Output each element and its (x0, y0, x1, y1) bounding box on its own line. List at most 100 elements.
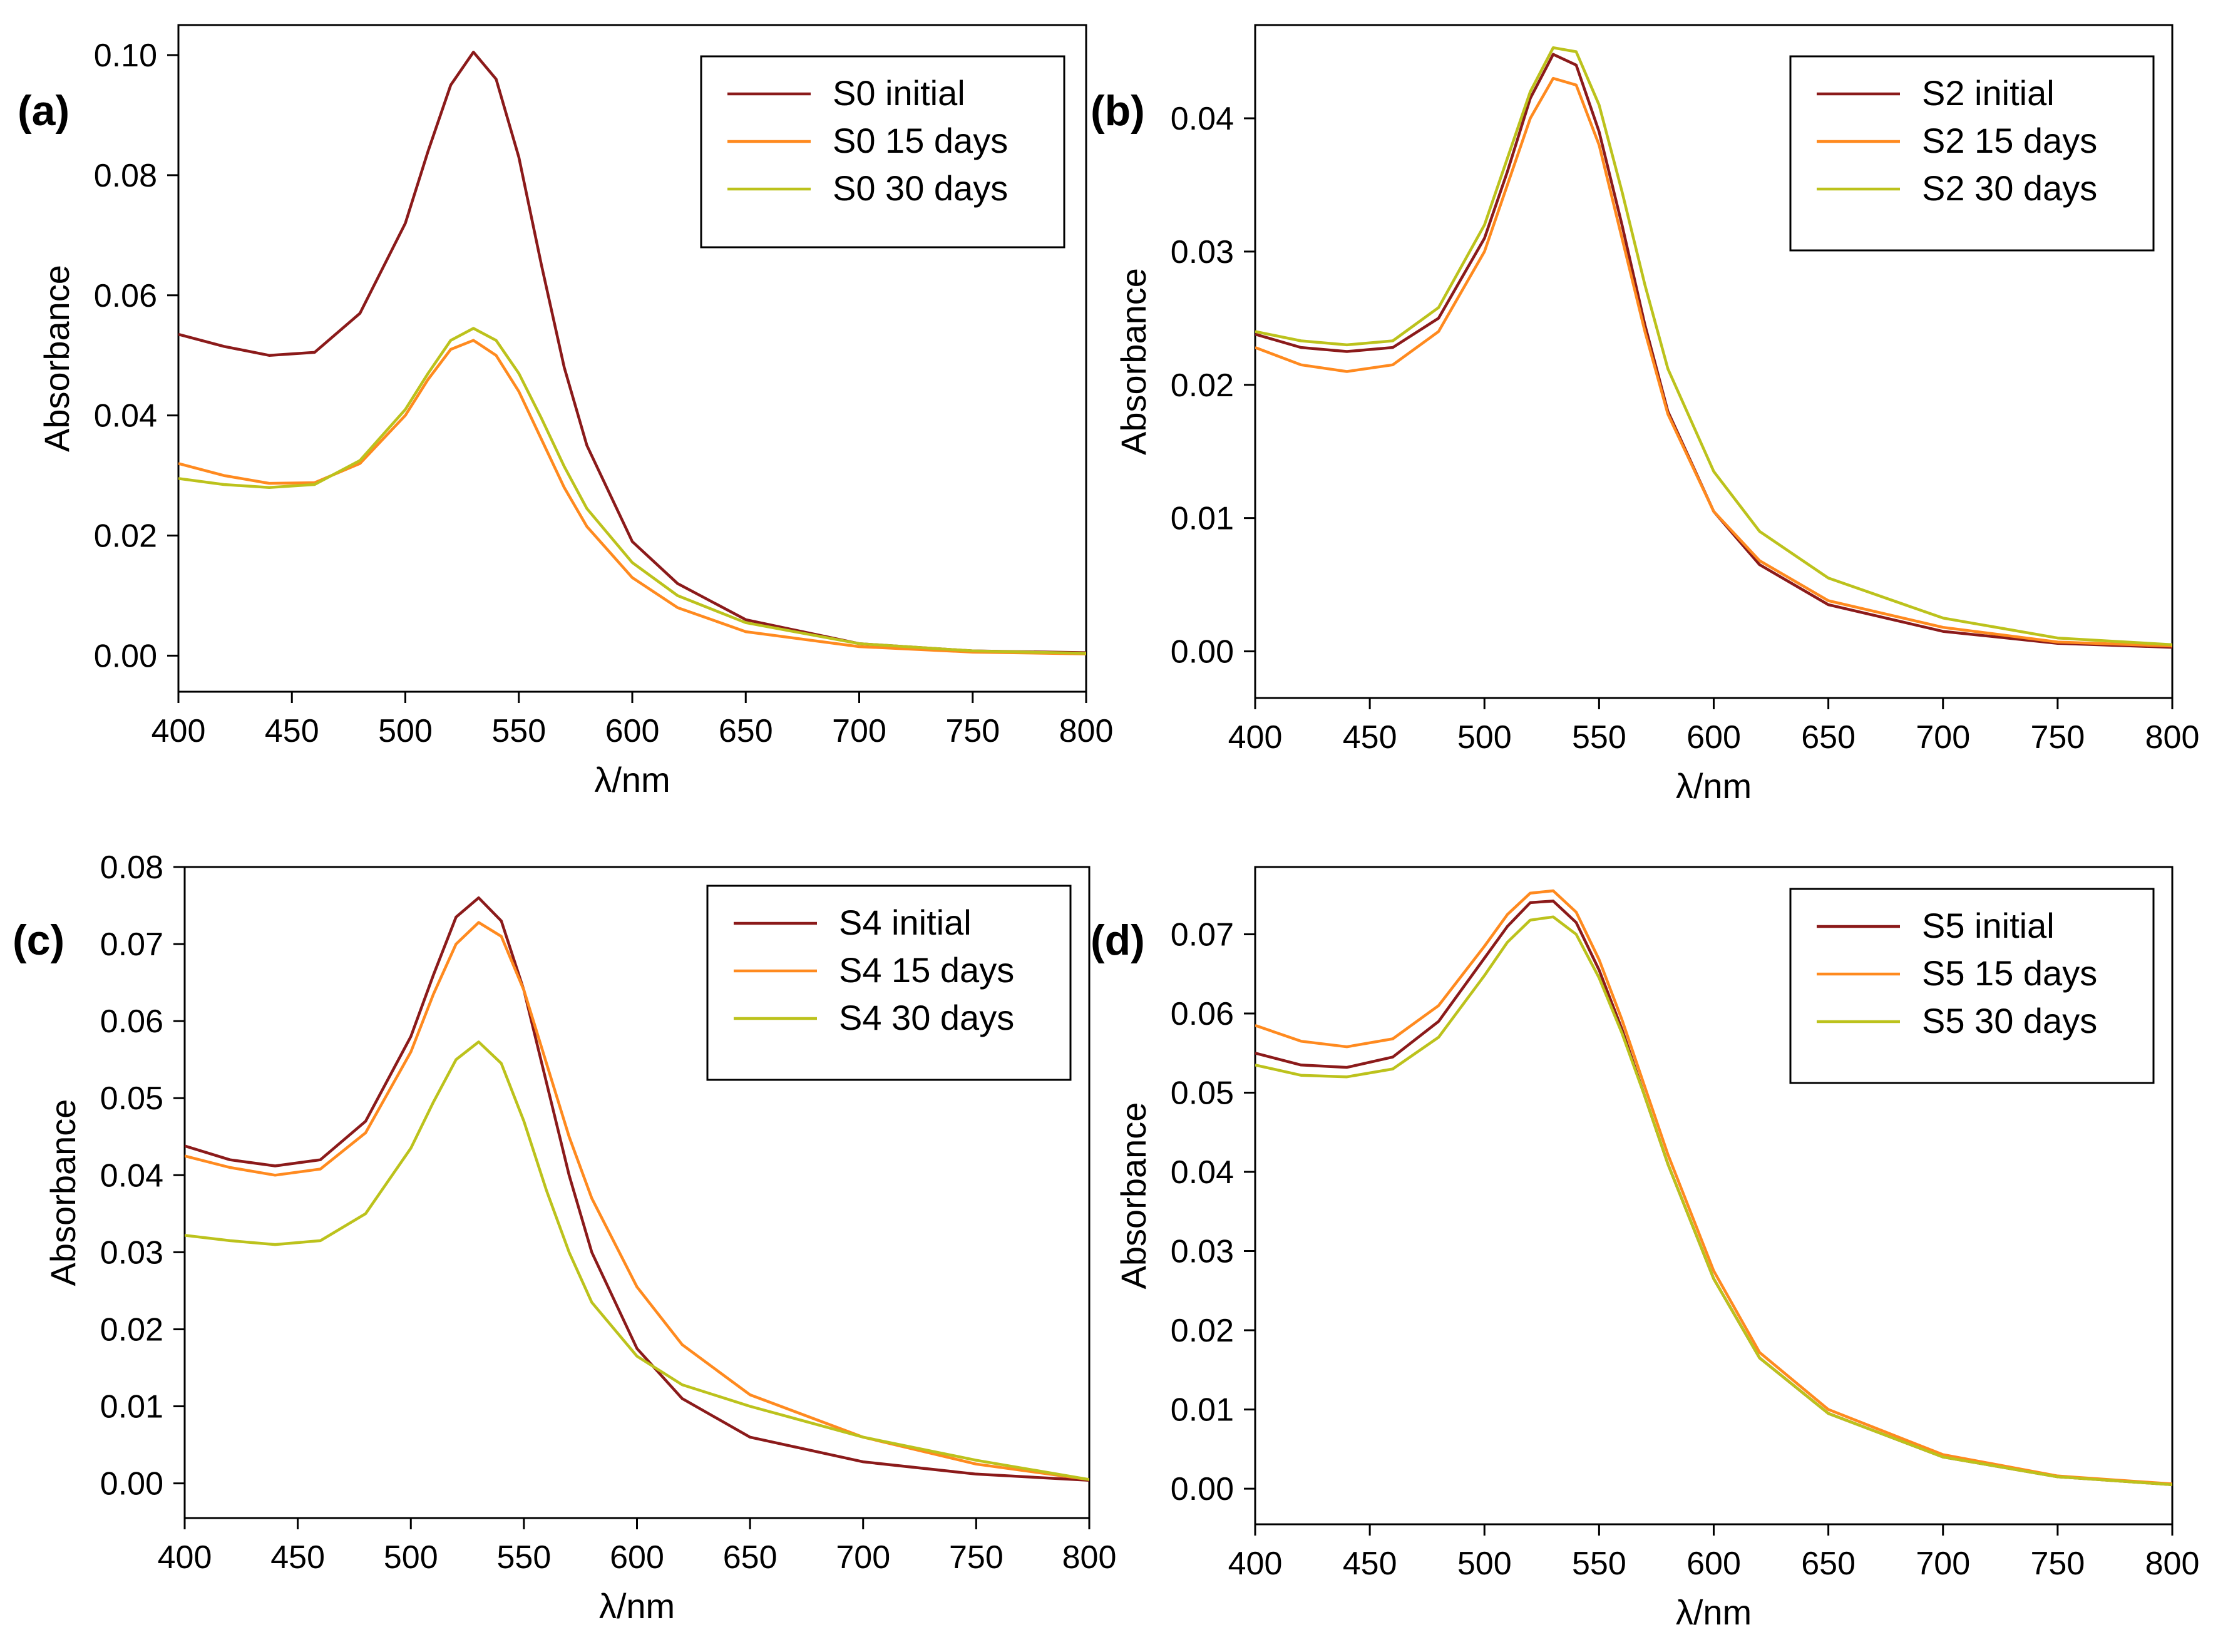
y-axis-label: Absorbance (43, 1099, 83, 1286)
legend-entry: S5 15 days (1922, 953, 2097, 993)
legend: S4 initial S4 15 days S4 30 days (706, 885, 1072, 1081)
y-tick-label: 0.06 (94, 278, 157, 314)
y-tick-label: 0.02 (1171, 1313, 1234, 1349)
y-tick-label: 0.00 (1171, 634, 1234, 670)
series-line-d15 (185, 921, 1089, 1481)
x-tick-label: 750 (949, 1539, 1004, 1576)
legend: S0 initial S0 15 days S0 30 days (700, 55, 1065, 249)
x-tick-label: 550 (1572, 719, 1626, 756)
x-tick-label: 800 (1062, 1539, 1117, 1576)
x-tick-label: 750 (2030, 719, 2085, 756)
legend-box (1789, 888, 2155, 1084)
series-line-d15 (1255, 76, 2172, 648)
x-tick-label: 500 (1457, 719, 1512, 756)
series-line-d30 (1255, 46, 2172, 647)
legend-entry: S4 initial (839, 903, 972, 942)
series-line-initial (178, 50, 1086, 654)
legend-entry: S4 30 days (839, 998, 1014, 1037)
x-tick-label: 600 (1686, 1546, 1741, 1582)
legend-entry: S0 15 days (833, 121, 1008, 160)
series-line-initial (185, 896, 1089, 1482)
legend: S2 initial S2 15 days S2 30 days (1789, 55, 2155, 252)
x-tick-label: 700 (1916, 1546, 1970, 1582)
legend-box (700, 55, 1065, 249)
y-tick-label: 0.07 (100, 926, 163, 963)
y-tick-label: 0.05 (1171, 1075, 1234, 1112)
x-axis-label: λ/nm (1676, 766, 1752, 806)
y-axis-label: Absorbance (1114, 268, 1153, 455)
x-tick-label: 550 (496, 1539, 551, 1576)
legend-entry: S2 initial (1922, 73, 2055, 113)
x-axis-label: λ/nm (594, 760, 670, 799)
x-tick-label: 750 (2030, 1546, 2085, 1582)
x-tick-label: 400 (1228, 1546, 1283, 1582)
y-tick-label: 0.03 (1171, 234, 1234, 270)
y-tick-label: 0.04 (1171, 1154, 1234, 1191)
x-tick-label: 400 (1228, 719, 1283, 756)
y-tick-label: 0.03 (1171, 1234, 1234, 1270)
y-tick-label: 0.06 (1171, 996, 1234, 1032)
legend-entry: S0 30 days (833, 168, 1008, 208)
y-tick-label: 0.02 (100, 1311, 163, 1348)
panel-label: (d) (1091, 916, 1145, 964)
series-line-d30 (178, 327, 1086, 655)
x-tick-label: 750 (945, 713, 1000, 749)
x-tick-label: 800 (2145, 719, 2200, 756)
y-tick-label: 0.01 (100, 1389, 163, 1425)
y-tick-label: 0.01 (1171, 1392, 1234, 1429)
legend: S5 initial S5 15 days S5 30 days (1789, 888, 2155, 1084)
x-tick-label: 700 (836, 1539, 890, 1576)
panel-label: (a) (18, 87, 69, 135)
x-tick-label: 500 (384, 1539, 438, 1576)
x-tick-label: 550 (491, 713, 546, 749)
x-tick-label: 550 (1572, 1546, 1626, 1582)
x-tick-label: 400 (151, 713, 206, 749)
x-axis-label: λ/nm (1676, 1593, 1752, 1632)
legend-entry: S4 15 days (839, 950, 1014, 990)
y-tick-label: 0.06 (100, 1003, 163, 1040)
x-tick-label: 450 (265, 713, 319, 749)
series-line-d30 (185, 1040, 1089, 1481)
y-tick-label: 0.04 (100, 1157, 163, 1194)
y-tick-label: 0.07 (1171, 917, 1234, 953)
y-axis-label: Absorbance (1114, 1102, 1153, 1290)
y-tick-label: 0.08 (100, 849, 163, 886)
y-tick-label: 0.04 (94, 398, 157, 434)
x-tick-label: 700 (1916, 719, 1970, 756)
x-tick-label: 800 (2145, 1546, 2200, 1582)
legend-entry: S2 30 days (1922, 168, 2097, 208)
y-tick-label: 0.01 (1171, 501, 1234, 537)
legend-entry: S2 15 days (1922, 121, 2097, 160)
x-tick-label: 450 (270, 1539, 325, 1576)
x-tick-label: 600 (1686, 719, 1741, 756)
x-tick-label: 650 (719, 713, 773, 749)
y-tick-label: 0.00 (100, 1466, 163, 1502)
series-line-d15 (1255, 889, 2172, 1485)
y-tick-label: 0.00 (94, 638, 157, 674)
series-line-d30 (1255, 915, 2172, 1486)
x-tick-label: 450 (1343, 719, 1397, 756)
panel-c: 400 450 500 550 600 650 700 750 800 0.00 0.01 0.02 0… (13, 849, 1116, 1626)
y-tick-label: 0.03 (100, 1234, 163, 1271)
y-axis-label: Absorbance (37, 265, 76, 452)
x-tick-label: 650 (723, 1539, 778, 1576)
y-tick-label: 0.02 (1171, 367, 1234, 404)
panel-label: (b) (1091, 87, 1145, 135)
y-tick-label: 0.04 (1171, 101, 1234, 137)
x-tick-label: 650 (1801, 719, 1856, 756)
legend-entry: S5 30 days (1922, 1001, 2097, 1040)
panel-a: 400 450 500 550 600 650 700 750 800 0.00 0.02 0.04 0… (18, 24, 1113, 799)
y-tick-label: 0.00 (1171, 1471, 1234, 1507)
x-tick-label: 600 (605, 713, 660, 749)
x-axis-label: λ/nm (599, 1586, 675, 1626)
x-tick-label: 450 (1343, 1546, 1397, 1582)
y-tick-label: 0.10 (94, 38, 157, 74)
x-tick-label: 500 (378, 713, 433, 749)
series-line-d15 (178, 339, 1086, 655)
panel-d: 400 450 500 550 600 650 700 750 800 0.00 0.01 0.02 0… (1091, 866, 2200, 1632)
panel-label: (c) (13, 916, 64, 964)
legend-box (1789, 55, 2155, 252)
x-tick-label: 600 (610, 1539, 664, 1576)
x-tick-label: 500 (1457, 1546, 1512, 1582)
